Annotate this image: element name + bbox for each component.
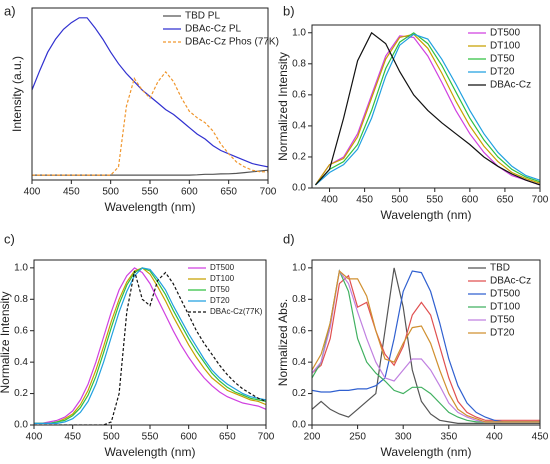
series-line xyxy=(315,33,540,186)
panel-label: b) xyxy=(283,3,295,18)
y-tick-label: 0.2 xyxy=(292,388,306,399)
plot-frame xyxy=(31,7,269,181)
series-line xyxy=(315,33,540,186)
y-axis-label: Intensity (a.u.) xyxy=(10,56,24,132)
y-tick-label: 0.6 xyxy=(14,325,28,336)
y-tick-label: 0.4 xyxy=(14,357,28,368)
panel-label: c) xyxy=(4,231,15,246)
x-axis-label: Wavelength (nm) xyxy=(381,445,472,459)
x-tick-label: 550 xyxy=(142,187,159,198)
legend-label: DBAc-Cz xyxy=(490,276,531,287)
legend-label: DT50 xyxy=(490,315,515,326)
x-tick-label: 300 xyxy=(395,432,412,443)
y-axis-label: Normalized Intensity xyxy=(276,52,290,161)
y-axis-label: Normalized Abs. xyxy=(276,299,290,386)
y-tick-label: 0.2 xyxy=(14,388,28,399)
legend-label: DT100 xyxy=(490,41,520,52)
x-tick-label: 600 xyxy=(181,187,198,198)
y-tick-label: 0.0 xyxy=(292,420,306,431)
legend-label: DT20 xyxy=(490,328,515,339)
series-line xyxy=(312,267,540,424)
y-tick-label: 0.6 xyxy=(292,325,306,336)
x-tick-label: 500 xyxy=(103,432,120,443)
legend-label: DT50 xyxy=(490,54,515,65)
legend-label: DT20 xyxy=(490,67,515,78)
x-tick-label: 250 xyxy=(349,432,366,443)
panel-label: d) xyxy=(283,231,295,246)
y-tick-label: 0.8 xyxy=(292,294,306,305)
plot-frame xyxy=(311,24,541,189)
legend-label: DT100 xyxy=(490,302,520,313)
x-axis-label: Wavelength (nm) xyxy=(105,200,196,214)
legend-label: DBAc-Cz PL xyxy=(185,24,242,35)
x-tick-label: 400 xyxy=(486,432,503,443)
y-tick-label: 1.0 xyxy=(14,262,28,273)
series-line xyxy=(34,267,266,424)
x-tick-label: 700 xyxy=(258,432,275,443)
x-tick-label: 550 xyxy=(426,195,443,206)
series-line xyxy=(312,274,540,421)
x-tick-label: 400 xyxy=(321,195,338,206)
x-tick-label: 650 xyxy=(220,187,237,198)
series-line xyxy=(32,169,268,176)
y-tick-label: 0.4 xyxy=(292,357,306,368)
y-axis-label: Normalize Intensity xyxy=(0,291,12,393)
plot-frame xyxy=(311,259,541,426)
x-tick-label: 600 xyxy=(180,432,197,443)
series-line xyxy=(34,267,266,424)
x-tick-label: 450 xyxy=(64,432,81,443)
x-tick-label: 500 xyxy=(102,187,119,198)
legend-label: DBAc-Cz xyxy=(490,80,531,91)
y-tick-label: 0.4 xyxy=(292,121,306,132)
plot-frame xyxy=(33,259,267,426)
x-tick-label: 400 xyxy=(24,187,41,198)
x-axis-label: Wavelength (nm) xyxy=(381,208,472,222)
legend-label: TBD PL xyxy=(185,11,220,22)
y-tick-label: 1.0 xyxy=(292,27,306,38)
series-line xyxy=(34,267,266,424)
legend-label: DBAc-Cz Phos (77K) xyxy=(185,37,279,48)
legend-label: DT20 xyxy=(210,296,230,305)
y-tick-label: 0.0 xyxy=(292,183,306,194)
y-tick-label: 0.0 xyxy=(14,420,28,431)
x-tick-label: 350 xyxy=(440,432,457,443)
legend-label: TBD xyxy=(490,263,510,274)
y-tick-label: 0.8 xyxy=(14,294,28,305)
x-tick-label: 700 xyxy=(260,187,277,198)
y-tick-label: 0.8 xyxy=(292,58,306,69)
legend-label: DT500 xyxy=(210,263,235,272)
x-tick-label: 650 xyxy=(497,195,514,206)
x-tick-label: 600 xyxy=(462,195,479,206)
x-tick-label: 650 xyxy=(219,432,236,443)
legend-label: DBAc-Cz(77K) xyxy=(210,307,263,316)
legend-label: DT50 xyxy=(210,285,230,294)
x-tick-label: 550 xyxy=(142,432,159,443)
x-tick-label: 450 xyxy=(356,195,373,206)
x-axis-label: Wavelength (nm) xyxy=(105,445,196,459)
x-tick-label: 500 xyxy=(391,195,408,206)
series-line xyxy=(315,31,540,186)
x-tick-label: 700 xyxy=(532,195,549,206)
x-tick-label: 450 xyxy=(63,187,80,198)
series-line xyxy=(34,270,266,425)
y-tick-label: 0.6 xyxy=(292,89,306,100)
x-tick-label: 450 xyxy=(532,432,549,443)
series-line xyxy=(34,267,266,424)
legend-label: DT500 xyxy=(490,28,520,39)
series-line xyxy=(312,269,540,423)
panel-label: a) xyxy=(4,3,16,18)
y-tick-label: 0.2 xyxy=(292,152,306,163)
legend-label: DT100 xyxy=(210,274,235,283)
y-tick-label: 1.0 xyxy=(292,262,306,273)
legend-label: DT500 xyxy=(490,289,520,300)
x-tick-label: 400 xyxy=(26,432,43,443)
series-line xyxy=(315,32,540,186)
x-tick-label: 200 xyxy=(304,432,321,443)
series-line xyxy=(32,70,268,176)
